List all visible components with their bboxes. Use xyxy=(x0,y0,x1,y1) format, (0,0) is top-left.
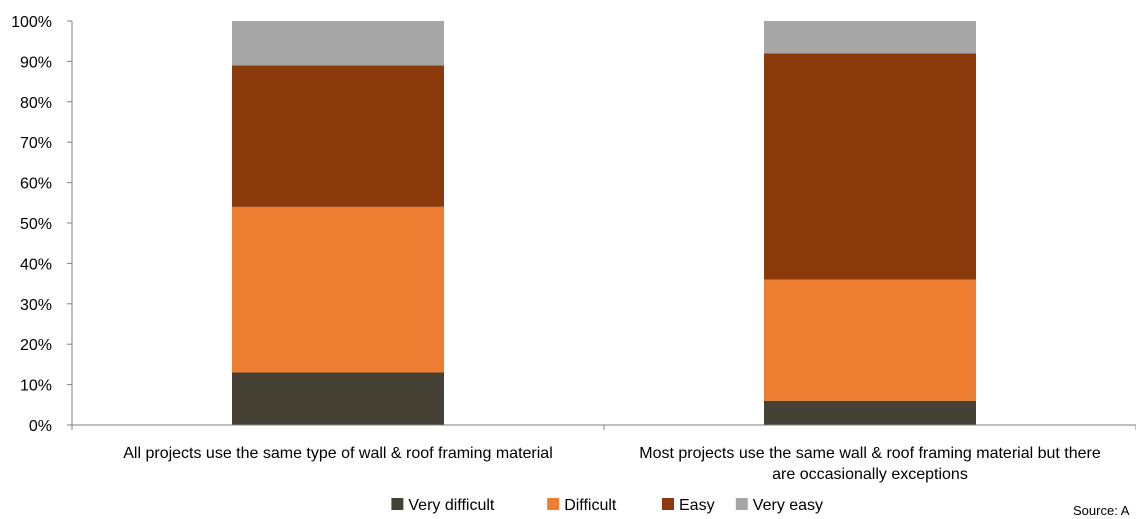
y-tick-label: 20% xyxy=(20,337,52,354)
y-tick-label: 100% xyxy=(11,14,52,31)
legend-swatch-easy xyxy=(662,498,674,510)
legend-label-difficult: Difficult xyxy=(564,497,617,514)
y-tick-label: 0% xyxy=(29,418,52,435)
bar-segment-very-difficult xyxy=(764,400,976,425)
y-tick-label: 10% xyxy=(20,378,52,395)
legend: Very difficult Difficult Easy Very easy xyxy=(391,497,823,514)
x-axis: All projects use the same type of wall &… xyxy=(71,424,1136,483)
legend-swatch-very-easy xyxy=(735,498,748,510)
y-tick-label: 50% xyxy=(20,216,52,233)
y-tick-label: 80% xyxy=(20,95,52,112)
legend-label-very-difficult: Very difficult xyxy=(408,497,495,514)
bar-segment-easy xyxy=(232,65,444,207)
y-tick-label: 90% xyxy=(20,54,52,71)
bar-segment-difficult xyxy=(764,279,976,401)
legend-label-easy: Easy xyxy=(679,497,715,514)
source-note: Source: A xyxy=(1073,503,1130,518)
legend-swatch-very-difficult xyxy=(391,498,404,510)
legend-label-very-easy: Very easy xyxy=(753,497,823,514)
y-tick-label: 60% xyxy=(20,176,52,193)
bar-segment-very-difficult xyxy=(232,372,444,425)
bar-segment-easy xyxy=(764,53,976,280)
legend-swatch-difficult xyxy=(547,498,560,510)
bar-stacks xyxy=(232,21,976,425)
y-tick-label: 70% xyxy=(20,135,52,152)
bar-segment-difficult xyxy=(232,206,444,373)
y-tick-label: 30% xyxy=(20,297,52,314)
bar-segment-very-easy xyxy=(764,21,976,54)
x-category-label: All projects use the same type of wall &… xyxy=(123,445,553,462)
x-category-label: Most projects use the same wall & roof f… xyxy=(639,445,1101,483)
y-axis: 0% 10% 20% 30% 40% 50% 60% 70% 80% 90% 100% xyxy=(11,14,73,435)
bar-segment-very-easy xyxy=(232,21,444,66)
y-tick-label: 40% xyxy=(20,256,52,273)
